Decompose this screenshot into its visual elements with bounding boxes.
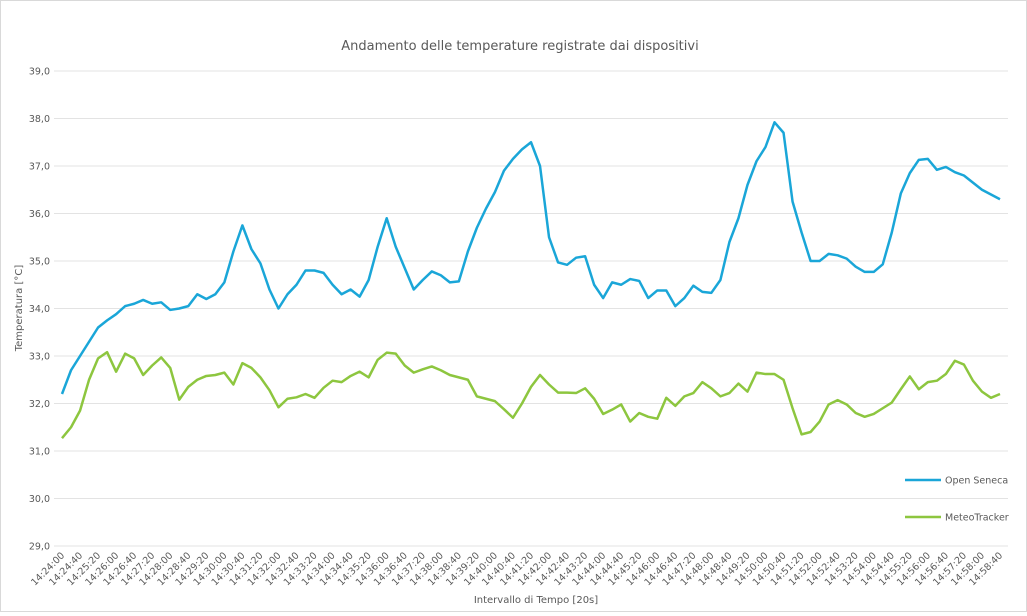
series-line xyxy=(60,121,1001,395)
y-tick-label: 31,0 xyxy=(29,447,50,458)
y-tick-label: 38,0 xyxy=(29,114,50,125)
legend-label: Open Seneca xyxy=(945,476,1008,487)
y-tick-label: 33,0 xyxy=(29,352,50,363)
series-line xyxy=(61,350,1001,439)
y-tick-label: 39,0 xyxy=(29,67,50,78)
legend-label: MeteoTracker xyxy=(945,513,1009,524)
y-tick-label: 32,0 xyxy=(29,399,50,410)
y-tick-label: 37,0 xyxy=(29,162,50,173)
y-tick-label: 36,0 xyxy=(29,209,50,220)
chart-title: Andamento delle temperature registrate d… xyxy=(341,39,698,54)
x-axis-title: Intervallo di Tempo [20s] xyxy=(474,595,598,606)
y-tick-label: 29,0 xyxy=(29,542,50,553)
y-tick-label: 30,0 xyxy=(29,494,50,505)
y-tick-label: 34,0 xyxy=(29,304,50,315)
y-tick-label: 35,0 xyxy=(29,257,50,268)
y-axis-title: Temperatura [°C] xyxy=(14,265,25,353)
